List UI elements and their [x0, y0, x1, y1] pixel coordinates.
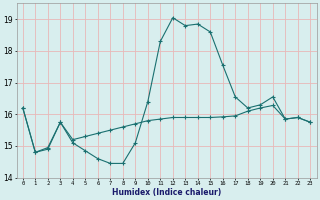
X-axis label: Humidex (Indice chaleur): Humidex (Indice chaleur)	[112, 188, 221, 197]
